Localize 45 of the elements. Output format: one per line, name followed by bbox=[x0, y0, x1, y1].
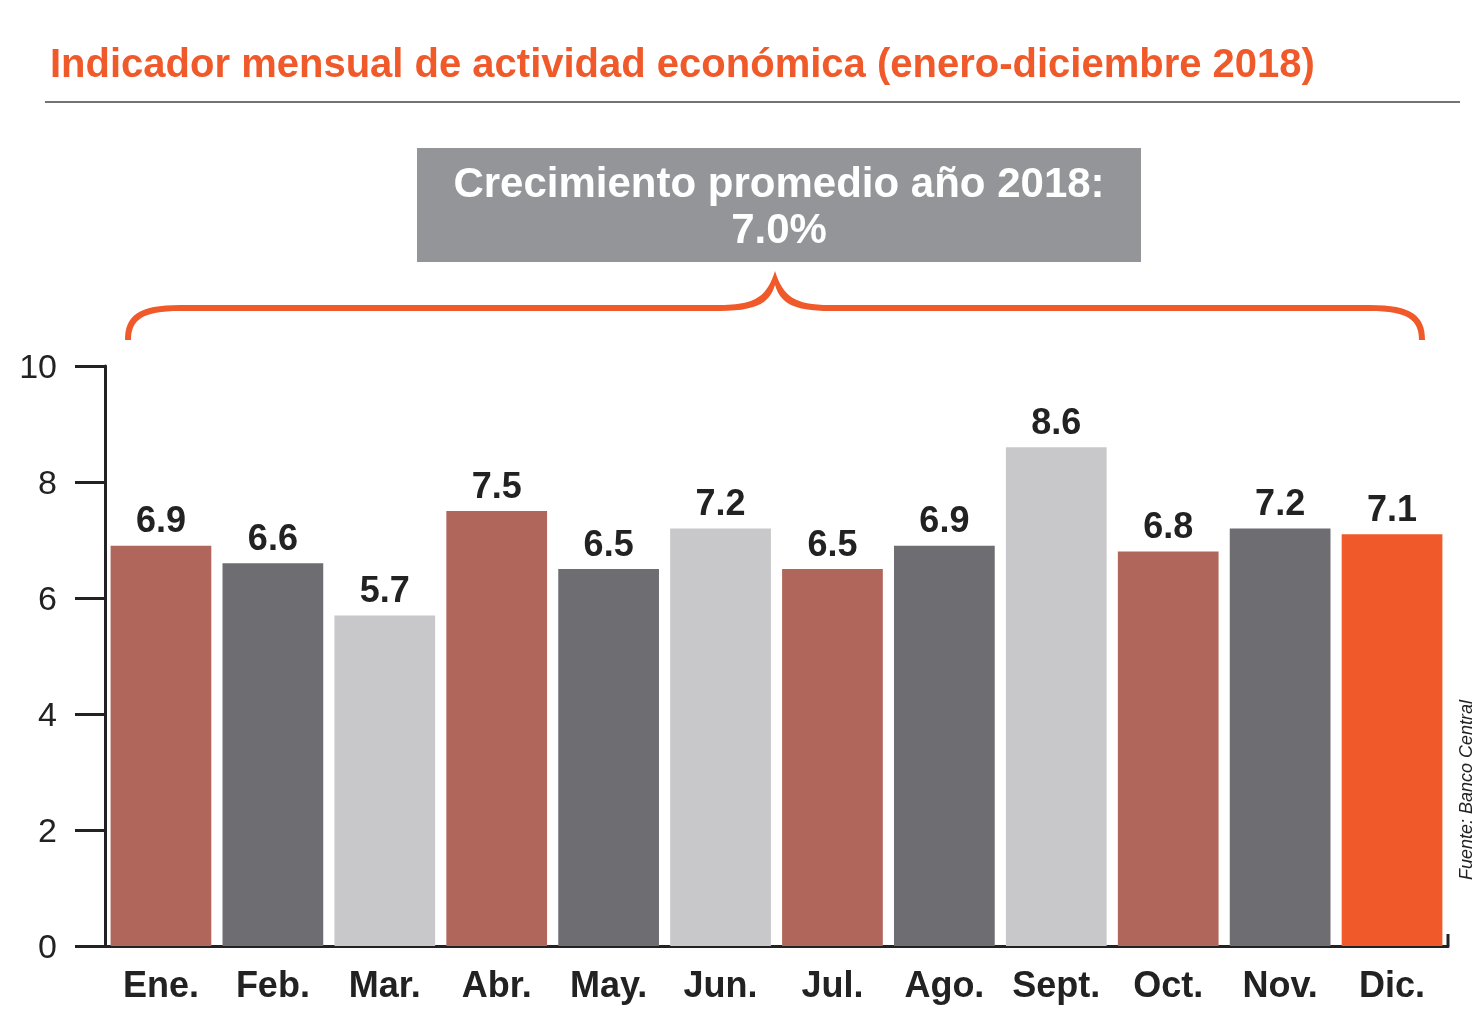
bar bbox=[334, 615, 436, 946]
y-tick-label: 2 bbox=[38, 811, 57, 849]
x-tick-label: Feb. bbox=[235, 963, 310, 1005]
y-tick-label: 6 bbox=[38, 579, 57, 617]
bar bbox=[110, 545, 212, 946]
data-label: 8.6 bbox=[1031, 400, 1082, 442]
source-note: Fuente: Banco Central bbox=[1456, 698, 1473, 880]
bar bbox=[1117, 551, 1219, 946]
bar bbox=[1005, 447, 1107, 946]
data-label: 6.9 bbox=[919, 499, 970, 541]
y-tick-label: 8 bbox=[38, 463, 57, 501]
x-tick-label: Abr. bbox=[461, 963, 532, 1005]
data-label: 6.5 bbox=[807, 522, 858, 564]
x-tick-label: Ago. bbox=[904, 963, 985, 1005]
x-tick-label: Jun. bbox=[683, 963, 758, 1005]
bar bbox=[894, 545, 995, 946]
x-tick-label: Dic. bbox=[1359, 963, 1426, 1005]
data-label: 6.5 bbox=[583, 522, 634, 564]
bar bbox=[1341, 534, 1443, 946]
x-tick-label: Ene. bbox=[122, 963, 199, 1005]
x-tick-label: Mar. bbox=[348, 963, 421, 1005]
y-tick-label: 4 bbox=[38, 695, 57, 733]
bar bbox=[446, 511, 548, 946]
data-label: 7.2 bbox=[1255, 481, 1306, 523]
data-label: 6.6 bbox=[247, 516, 298, 558]
x-tick-label: May. bbox=[569, 963, 648, 1005]
bar bbox=[782, 569, 883, 946]
bar bbox=[1229, 528, 1331, 946]
data-label: 6.8 bbox=[1143, 505, 1194, 547]
y-tick-label: 0 bbox=[38, 927, 57, 965]
x-tick-label: Oct. bbox=[1133, 963, 1204, 1005]
chart-title: Indicador mensual de actividad económica (enero-diciembre 2018) bbox=[50, 41, 1315, 85]
x-tick-label: Sept. bbox=[1012, 963, 1101, 1005]
bar bbox=[558, 569, 659, 946]
data-label: 7.1 bbox=[1367, 487, 1418, 529]
data-label: 6.9 bbox=[135, 499, 186, 541]
data-label: 7.2 bbox=[695, 481, 746, 523]
data-label: 5.7 bbox=[359, 568, 410, 610]
x-tick-label: Nov. bbox=[1242, 963, 1318, 1005]
y-tick-label: 10 bbox=[19, 347, 57, 385]
data-label: 7.5 bbox=[471, 464, 522, 506]
text: Crecimiento promedio año 2018: 7.0% bbox=[453, 158, 1105, 252]
bar bbox=[222, 563, 324, 946]
bar bbox=[670, 528, 771, 946]
x-tick-label: Jul. bbox=[801, 963, 864, 1005]
